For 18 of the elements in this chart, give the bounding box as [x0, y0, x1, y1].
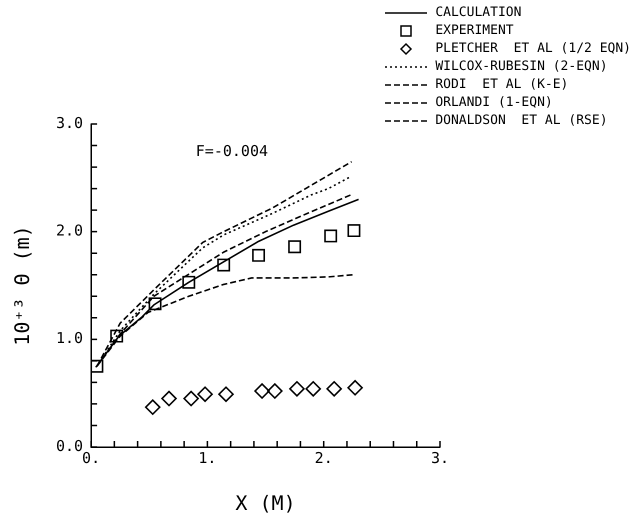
- y-axis-title: 10⁺³ Θ (m): [10, 225, 34, 346]
- legend-label: PLETCHER ET AL (1/2 EQN): [435, 40, 631, 58]
- x-tick-label: 3.: [430, 448, 450, 467]
- y-tick-label: 3.0: [56, 114, 84, 132]
- legend-label: WILCOX-RUBESIN (2-EQN): [435, 58, 608, 76]
- legend-label: RODI ET AL (K-E): [435, 76, 568, 94]
- y-tick-label: 2.0: [56, 222, 84, 240]
- annotation: F=-0.004: [196, 142, 268, 160]
- y-tick-label: 1.0: [56, 329, 84, 348]
- x-tick-label: 2.: [314, 448, 333, 467]
- legend-label: EXPERIMENT: [435, 22, 514, 40]
- x-tick-label: 0.: [82, 448, 100, 467]
- y-tick-label: 0.0: [56, 436, 84, 455]
- legend-label: ORLANDI (1-EQN): [435, 94, 553, 112]
- x-axis-title: X (M): [235, 491, 296, 516]
- legend-label: DONALDSON ET AL (RSE): [435, 112, 608, 130]
- x-tick-label: 1.: [198, 448, 216, 467]
- legend-label: CALCULATION: [435, 4, 522, 22]
